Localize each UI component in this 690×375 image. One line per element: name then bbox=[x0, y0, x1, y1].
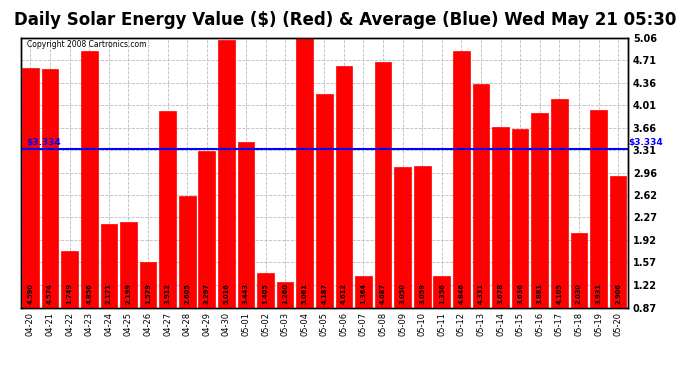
Bar bbox=[199, 151, 215, 308]
Text: 3.931: 3.931 bbox=[595, 283, 602, 304]
Text: 3.881: 3.881 bbox=[537, 283, 543, 304]
Bar bbox=[355, 276, 372, 308]
Bar bbox=[120, 222, 137, 308]
Text: 4.687: 4.687 bbox=[380, 283, 386, 304]
Text: 2.199: 2.199 bbox=[126, 283, 131, 304]
Text: 5.061: 5.061 bbox=[302, 284, 308, 304]
Text: 2.605: 2.605 bbox=[184, 284, 190, 304]
Text: 2.171: 2.171 bbox=[106, 283, 112, 304]
Bar bbox=[453, 51, 470, 308]
Text: 4.856: 4.856 bbox=[86, 284, 92, 304]
Text: $3.334: $3.334 bbox=[27, 138, 61, 147]
Text: 1.364: 1.364 bbox=[360, 283, 366, 304]
Bar bbox=[257, 273, 274, 308]
Bar bbox=[610, 176, 627, 308]
Text: $3.334: $3.334 bbox=[628, 138, 662, 147]
Bar bbox=[61, 251, 78, 308]
Bar bbox=[101, 224, 117, 308]
Text: 4.331: 4.331 bbox=[478, 283, 484, 304]
Bar bbox=[590, 110, 607, 308]
Text: 1.749: 1.749 bbox=[67, 283, 72, 304]
Text: 1.405: 1.405 bbox=[262, 284, 268, 304]
Bar bbox=[492, 126, 509, 308]
Text: 3.912: 3.912 bbox=[165, 283, 170, 304]
Text: 2.030: 2.030 bbox=[576, 283, 582, 304]
Text: 3.297: 3.297 bbox=[204, 283, 210, 304]
Bar bbox=[375, 62, 391, 308]
Text: 4.590: 4.590 bbox=[28, 284, 34, 304]
Bar bbox=[218, 40, 235, 308]
Text: 1.356: 1.356 bbox=[439, 284, 445, 304]
Text: 4.105: 4.105 bbox=[556, 284, 562, 304]
Bar bbox=[571, 233, 587, 308]
Bar bbox=[139, 262, 157, 308]
Text: Copyright 2008 Cartronics.com: Copyright 2008 Cartronics.com bbox=[27, 40, 146, 49]
Bar bbox=[277, 282, 293, 308]
Text: Daily Solar Energy Value ($) (Red) & Average (Blue) Wed May 21 05:30: Daily Solar Energy Value ($) (Red) & Ave… bbox=[14, 11, 676, 29]
Bar bbox=[414, 166, 431, 308]
Bar bbox=[22, 68, 39, 308]
Bar bbox=[316, 94, 333, 308]
Text: 4.187: 4.187 bbox=[322, 283, 327, 304]
Bar bbox=[297, 38, 313, 308]
Text: 3.678: 3.678 bbox=[497, 283, 504, 304]
Bar bbox=[512, 129, 529, 308]
Text: 3.059: 3.059 bbox=[420, 284, 425, 304]
Bar bbox=[81, 51, 97, 308]
Text: 3.443: 3.443 bbox=[243, 283, 249, 304]
Bar bbox=[179, 196, 195, 308]
Bar bbox=[237, 142, 255, 308]
Bar bbox=[473, 84, 489, 308]
Text: 1.260: 1.260 bbox=[282, 283, 288, 304]
Bar bbox=[394, 167, 411, 308]
Bar bbox=[42, 69, 59, 308]
Text: 5.016: 5.016 bbox=[224, 284, 229, 304]
Bar bbox=[433, 276, 450, 308]
Text: 3.636: 3.636 bbox=[518, 283, 523, 304]
Text: 4.612: 4.612 bbox=[341, 283, 347, 304]
Text: 3.050: 3.050 bbox=[400, 284, 406, 304]
Text: 4.574: 4.574 bbox=[47, 284, 53, 304]
Text: 1.579: 1.579 bbox=[145, 284, 151, 304]
Bar bbox=[551, 99, 568, 308]
Bar bbox=[335, 66, 352, 308]
Bar bbox=[159, 111, 176, 308]
Text: 4.846: 4.846 bbox=[458, 283, 464, 304]
Text: 2.906: 2.906 bbox=[615, 283, 621, 304]
Bar bbox=[531, 114, 548, 308]
